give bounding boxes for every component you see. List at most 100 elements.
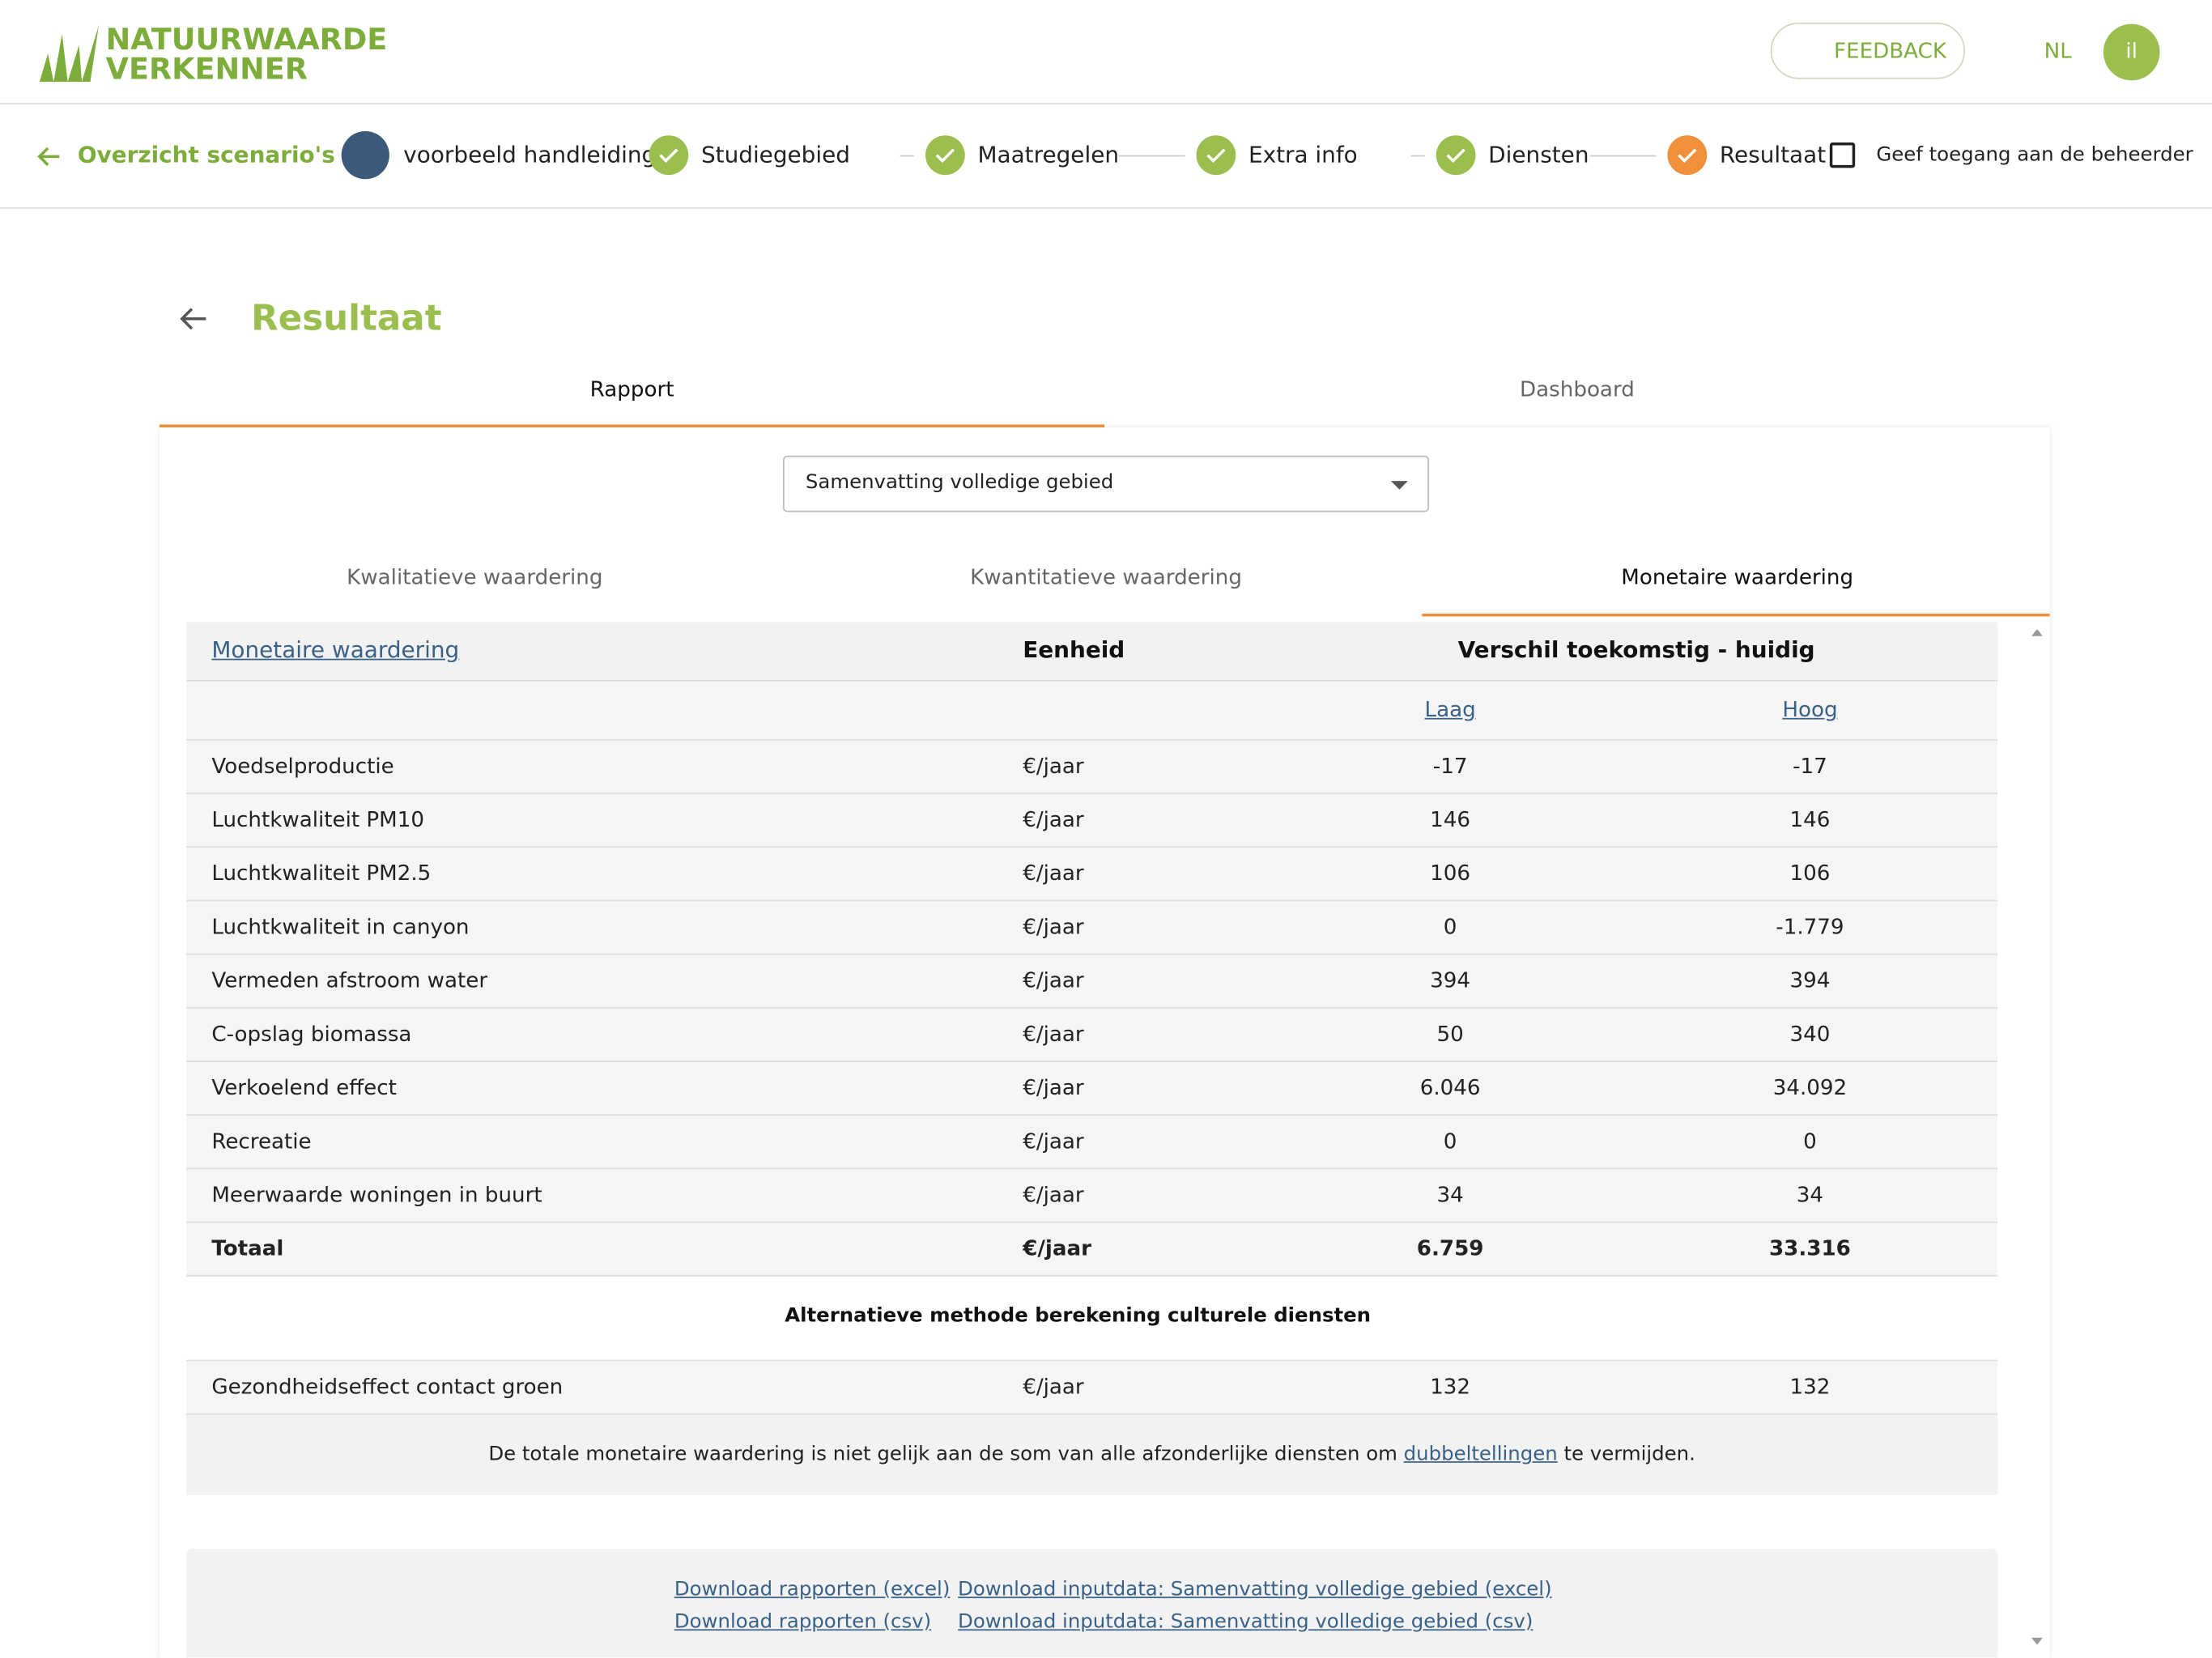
table-cell: €/jaar [1023,860,1084,886]
logo-icon [39,25,99,83]
table-subheader[interactable]: Hoog [1782,696,1838,723]
download-link[interactable]: Download rapporten (excel) [674,1578,951,1601]
avatar-initials[interactable]: il [2125,38,2138,64]
language[interactable]: NL [2044,38,2072,64]
table-cell: €/jaar [1023,1021,1084,1047]
table-row [185,1361,1998,1415]
subtab[interactable]: Kwantitatieve waardering [970,563,1242,590]
table-row [185,954,1998,1009]
table-cell: 34 [1436,1182,1464,1208]
step-label[interactable]: Extra info [1248,141,1358,168]
table-cell: 0 [1803,1128,1817,1154]
table-row [185,740,1998,794]
table-cell: Vermeden afstroom water [211,967,488,993]
page-title: Resultaat [251,297,442,339]
table-row [185,793,1998,848]
header-border [0,103,2212,104]
table-cell: €/jaar [1023,1074,1084,1101]
scroll-down[interactable] [2031,1637,2043,1645]
dropdown[interactable] [783,455,1430,512]
step-icon [1196,135,1236,176]
table-row [185,1008,1998,1062]
table-cell: €/jaar [1023,1235,1092,1261]
table-cell: -1.779 [1776,914,1844,940]
footnote-bg [185,1414,1998,1495]
tab[interactable]: Dashboard [1520,376,1635,402]
table-cell: €/jaar [1023,806,1084,832]
footnote-text: te vermijden. [1557,1443,1695,1466]
table-cell: -17 [1793,753,1827,779]
logo-text: VERKENNER [105,52,308,87]
step-connector [1589,155,1657,157]
subtab[interactable]: Monetaire waardering [1621,563,1854,590]
step-connector [1410,155,1425,157]
avatar[interactable] [2103,23,2160,81]
step-icon [649,135,689,176]
download-link[interactable]: Download rapporten (csv) [674,1610,932,1634]
table-cell: Meerwaarde woningen in buurt [211,1182,542,1208]
table-row [185,1222,1998,1277]
scenario: voorbeeld handleiding [403,141,657,168]
footnote-text: De totale monetaire waardering is niet g… [488,1443,1404,1466]
feedback-button[interactable] [1770,22,1966,79]
table-cell: 132 [1430,1374,1471,1400]
step-label[interactable]: Studiegebied [700,141,850,168]
divider [185,1359,1998,1362]
step-icon [925,135,965,176]
table-cell: €/jaar [1023,1128,1084,1154]
step-label[interactable]: Resultaat [1719,141,1827,168]
table-cell: 34 [1796,1182,1824,1208]
table-cell: 0 [1443,914,1457,940]
table-row [185,1169,1998,1223]
table-subheader[interactable]: Laag [1424,696,1476,723]
download-link[interactable]: Download inputdata: Samenvatting volledi… [958,1610,1534,1634]
check-mark [935,148,955,164]
tab[interactable]: Rapport [589,376,674,402]
dropdown-value[interactable]: Samenvatting volledige gebied [805,470,1114,494]
back-link[interactable]: Overzicht scenario's [77,141,335,168]
table-cell: 0 [1443,1128,1457,1154]
checkbox[interactable] [1829,142,1856,168]
back-icon[interactable] [36,144,61,169]
logo-text: NATUURWAARDE [105,22,388,57]
step-connector [1118,155,1185,157]
subtab[interactable]: Kwalitatieve waardering [347,563,603,590]
scroll-up[interactable] [2031,629,2043,636]
table-cell: €/jaar [1023,1182,1084,1208]
table-cell: Gezondheidseffect contact groen [211,1374,564,1400]
page-back[interactable] [177,302,211,336]
step-label[interactable]: Diensten [1488,141,1589,168]
step-icon [1667,135,1708,176]
table-cell: 132 [1789,1374,1831,1400]
table-cell: 6.759 [1416,1235,1484,1261]
alt-title: Alternatieve methode berekening culturel… [785,1304,1372,1328]
table-cell: €/jaar [1023,967,1084,993]
table-header: Eenheid [1023,636,1125,663]
table-cell: €/jaar [1023,753,1084,779]
footnote-link[interactable]: dubbeltellingen [1403,1443,1558,1466]
step-label[interactable]: Maatregelen [977,141,1120,168]
table-cell: €/jaar [1023,914,1084,940]
feedback-text[interactable]: FEEDBACK [1834,38,1946,64]
check-mark [659,148,678,164]
step-icon [1436,135,1476,176]
table-row [185,1116,1998,1170]
table-cell: Luchtkwaliteit PM10 [211,806,424,832]
table-row [185,1061,1998,1116]
checkbox-label[interactable]: Geef toegang aan de beheerder [1876,143,2193,167]
table-cell: 33.316 [1768,1235,1851,1261]
table-header-link[interactable]: Monetaire waardering [211,636,460,663]
footnote: De totale monetaire waardering is niet g… [186,1443,1997,1465]
table-header: Verschil toekomstig - huidig [1457,636,1815,663]
table-cell: Voedselproductie [211,753,394,779]
table-cell: 394 [1430,967,1471,993]
table-cell: C-opslag biomassa [211,1021,412,1047]
table-cell: Verkoelend effect [211,1074,397,1101]
step-connector [900,155,915,157]
stepper-border [0,207,2212,209]
download-link[interactable]: Download inputdata: Samenvatting volledi… [958,1578,1552,1601]
dropdown-caret [1390,481,1408,490]
table-cell: 146 [1789,806,1831,832]
table-cell: 340 [1789,1021,1831,1047]
